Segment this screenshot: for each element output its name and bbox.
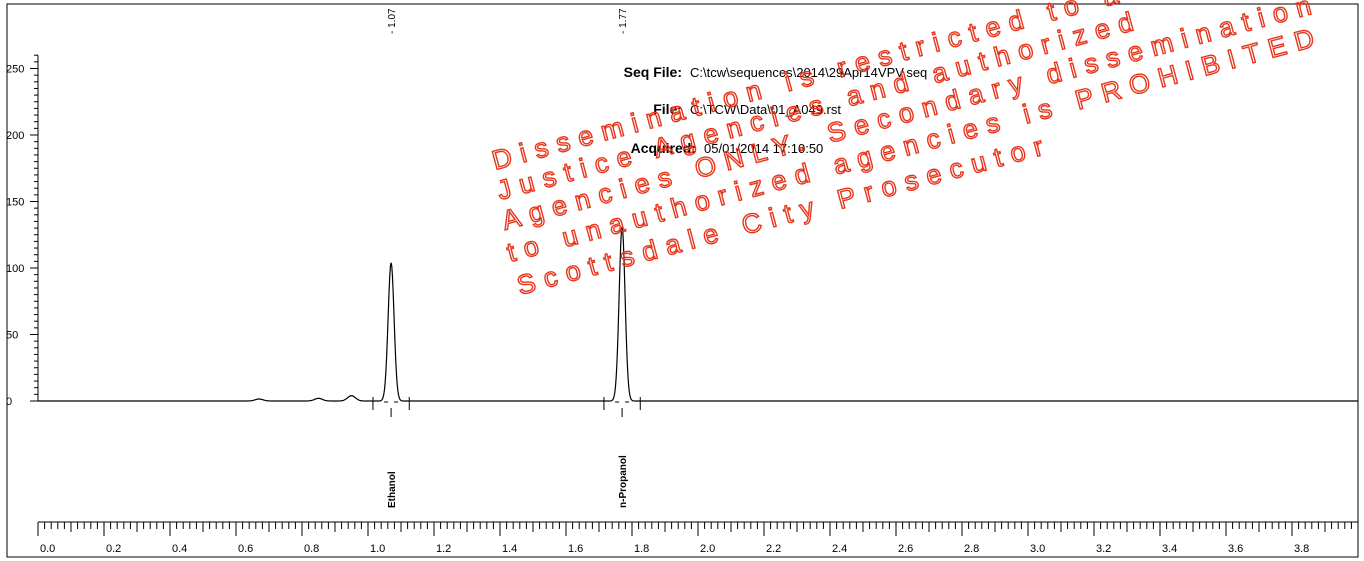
x-tick-label: 0.8 bbox=[304, 543, 319, 555]
x-tick-label: 3.6 bbox=[1228, 543, 1243, 555]
x-tick-label: 1.8 bbox=[634, 543, 649, 555]
x-tick-label: 1.2 bbox=[436, 543, 451, 555]
signal-line bbox=[38, 226, 1358, 402]
y-tick-label: 50 bbox=[6, 330, 18, 342]
y-axis: 0 50 100 150 200 250 bbox=[6, 54, 39, 408]
x-tick-label: 2.2 bbox=[766, 543, 781, 555]
x-tick-label: 2.8 bbox=[964, 543, 979, 555]
x-tick-label: 0.4 bbox=[172, 543, 187, 555]
x-tick-label: 2.0 bbox=[700, 543, 715, 555]
compound-name-label: n-Propanol bbox=[618, 455, 629, 508]
plot-frame bbox=[6, 3, 1359, 558]
acquired-label: Acquired: bbox=[631, 140, 696, 156]
compound-name-label: Ethanol bbox=[387, 471, 398, 508]
peak-retention-labels: - 1.07 - 1.77 bbox=[387, 8, 629, 34]
retention-time-label: - 1.77 bbox=[618, 8, 629, 34]
x-tick-label: 3.2 bbox=[1096, 543, 1111, 555]
y-tick-label: 0 bbox=[6, 396, 12, 408]
x-tick-label: 2.4 bbox=[832, 543, 847, 555]
watermark: Dissemination is restricted to authorize… bbox=[488, 0, 1327, 301]
file-info: Seq File: C:\tcw\sequences\2014\29Apr14V… bbox=[624, 64, 928, 156]
x-tick-label: 0.2 bbox=[106, 543, 121, 555]
x-tick-label: 0.6 bbox=[238, 543, 253, 555]
y-tick-label: 200 bbox=[6, 130, 24, 142]
y-tick-label: 150 bbox=[6, 197, 24, 209]
x-tick-label: 3.0 bbox=[1030, 543, 1045, 555]
y-tick-label: 250 bbox=[6, 64, 24, 76]
x-tick-label: 1.6 bbox=[568, 543, 583, 555]
x-axis: 0.0 0.2 0.4 0.6 0.8 1.0 1.2 1.4 1.6 1.8 2.0 2.2 2.4 2… bbox=[37, 521, 1359, 555]
chromatogram-trace bbox=[38, 226, 1358, 417]
retention-time-label: - 1.07 bbox=[387, 8, 398, 34]
x-tick-label: 0.0 bbox=[40, 543, 55, 555]
compound-labels: Ethanol n-Propanol bbox=[387, 455, 629, 508]
x-tick-label: 2.6 bbox=[898, 543, 913, 555]
file-value: C:\TCW\Data\01_A049.rst bbox=[690, 102, 841, 117]
x-tick-label: 1.0 bbox=[370, 543, 385, 555]
x-tick-label: 3.4 bbox=[1162, 543, 1177, 555]
seq-file-value: C:\tcw\sequences\2014\29Apr14VPV.seq bbox=[690, 65, 927, 80]
x-tick-label: 3.8 bbox=[1294, 543, 1309, 555]
x-tick-label: 1.4 bbox=[502, 543, 517, 555]
file-label: File: bbox=[653, 101, 682, 117]
acquired-value: 05/01/2014 17:10:50 bbox=[704, 141, 823, 156]
seq-file-label: Seq File: bbox=[624, 64, 682, 80]
y-tick-label: 100 bbox=[6, 263, 24, 275]
